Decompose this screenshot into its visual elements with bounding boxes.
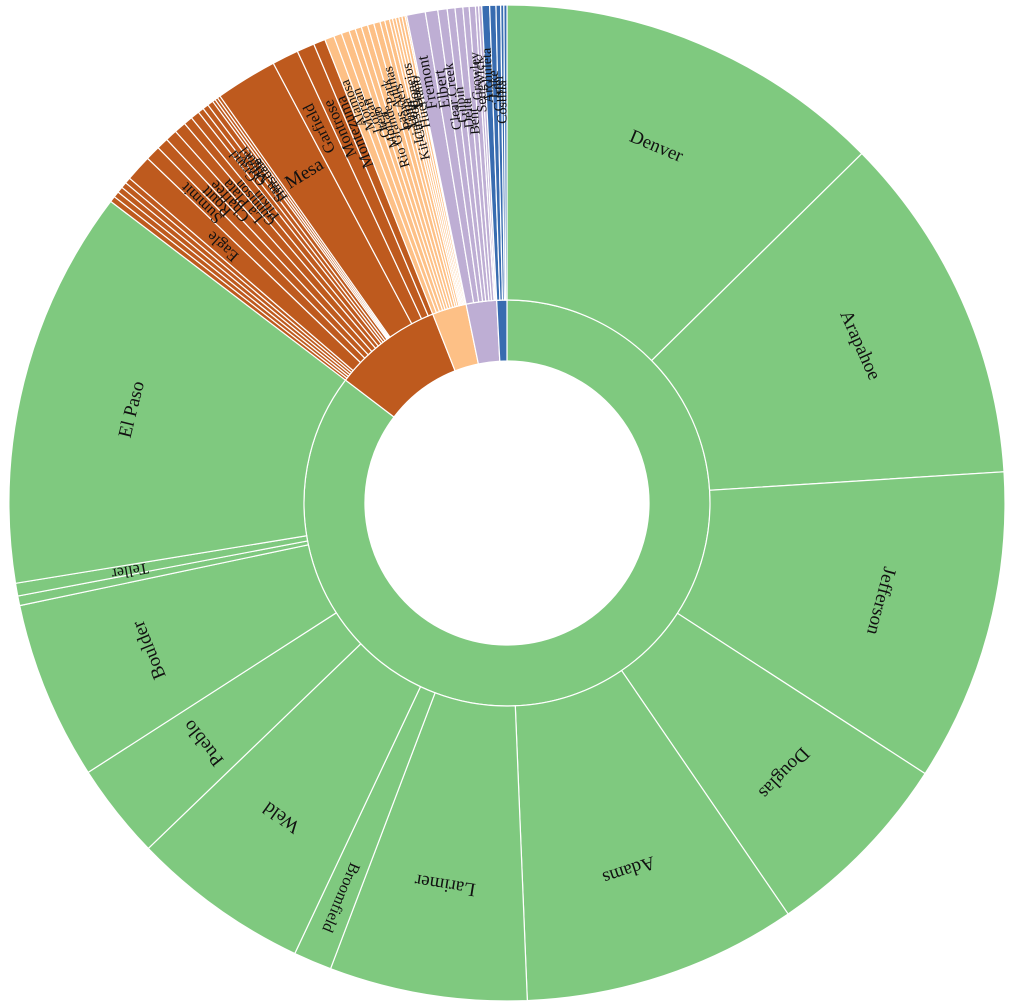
- label-elbert: Elbert: [431, 68, 454, 110]
- outer-slice-other-4[interactable]: [503, 4, 508, 301]
- label-delta: Delta: [460, 96, 478, 128]
- label-crowley: Crowley: [468, 51, 486, 100]
- outer-slice-denver[interactable]: [506, 4, 863, 362]
- label-teller: Teller: [110, 559, 150, 582]
- outer-ring: [8, 4, 1006, 1002]
- label-lake: Lake: [487, 70, 503, 98]
- label-gilpin: Gilpin: [452, 86, 471, 123]
- label-sedgwick: Sedgwick: [472, 57, 490, 113]
- label-park: Park: [379, 77, 400, 106]
- outer-slice-jefferson[interactable]: [676, 471, 1006, 775]
- outer-slice-arapahoe[interactable]: [650, 152, 1005, 491]
- outer-slice-adams[interactable]: [514, 669, 789, 1002]
- outer-slice-el-paso[interactable]: [8, 200, 347, 585]
- label-archuleta: Archuleta: [480, 47, 497, 104]
- inner-ring: [303, 299, 711, 707]
- label-baca: Baca: [406, 78, 427, 109]
- label-custer: Custer: [492, 74, 508, 111]
- label-bent: Bent: [467, 107, 484, 135]
- label-costilla: Costilla: [495, 79, 510, 123]
- slice-labels: DenverArapahoeJeffersonDouglasAdamsLarim…: [110, 47, 900, 935]
